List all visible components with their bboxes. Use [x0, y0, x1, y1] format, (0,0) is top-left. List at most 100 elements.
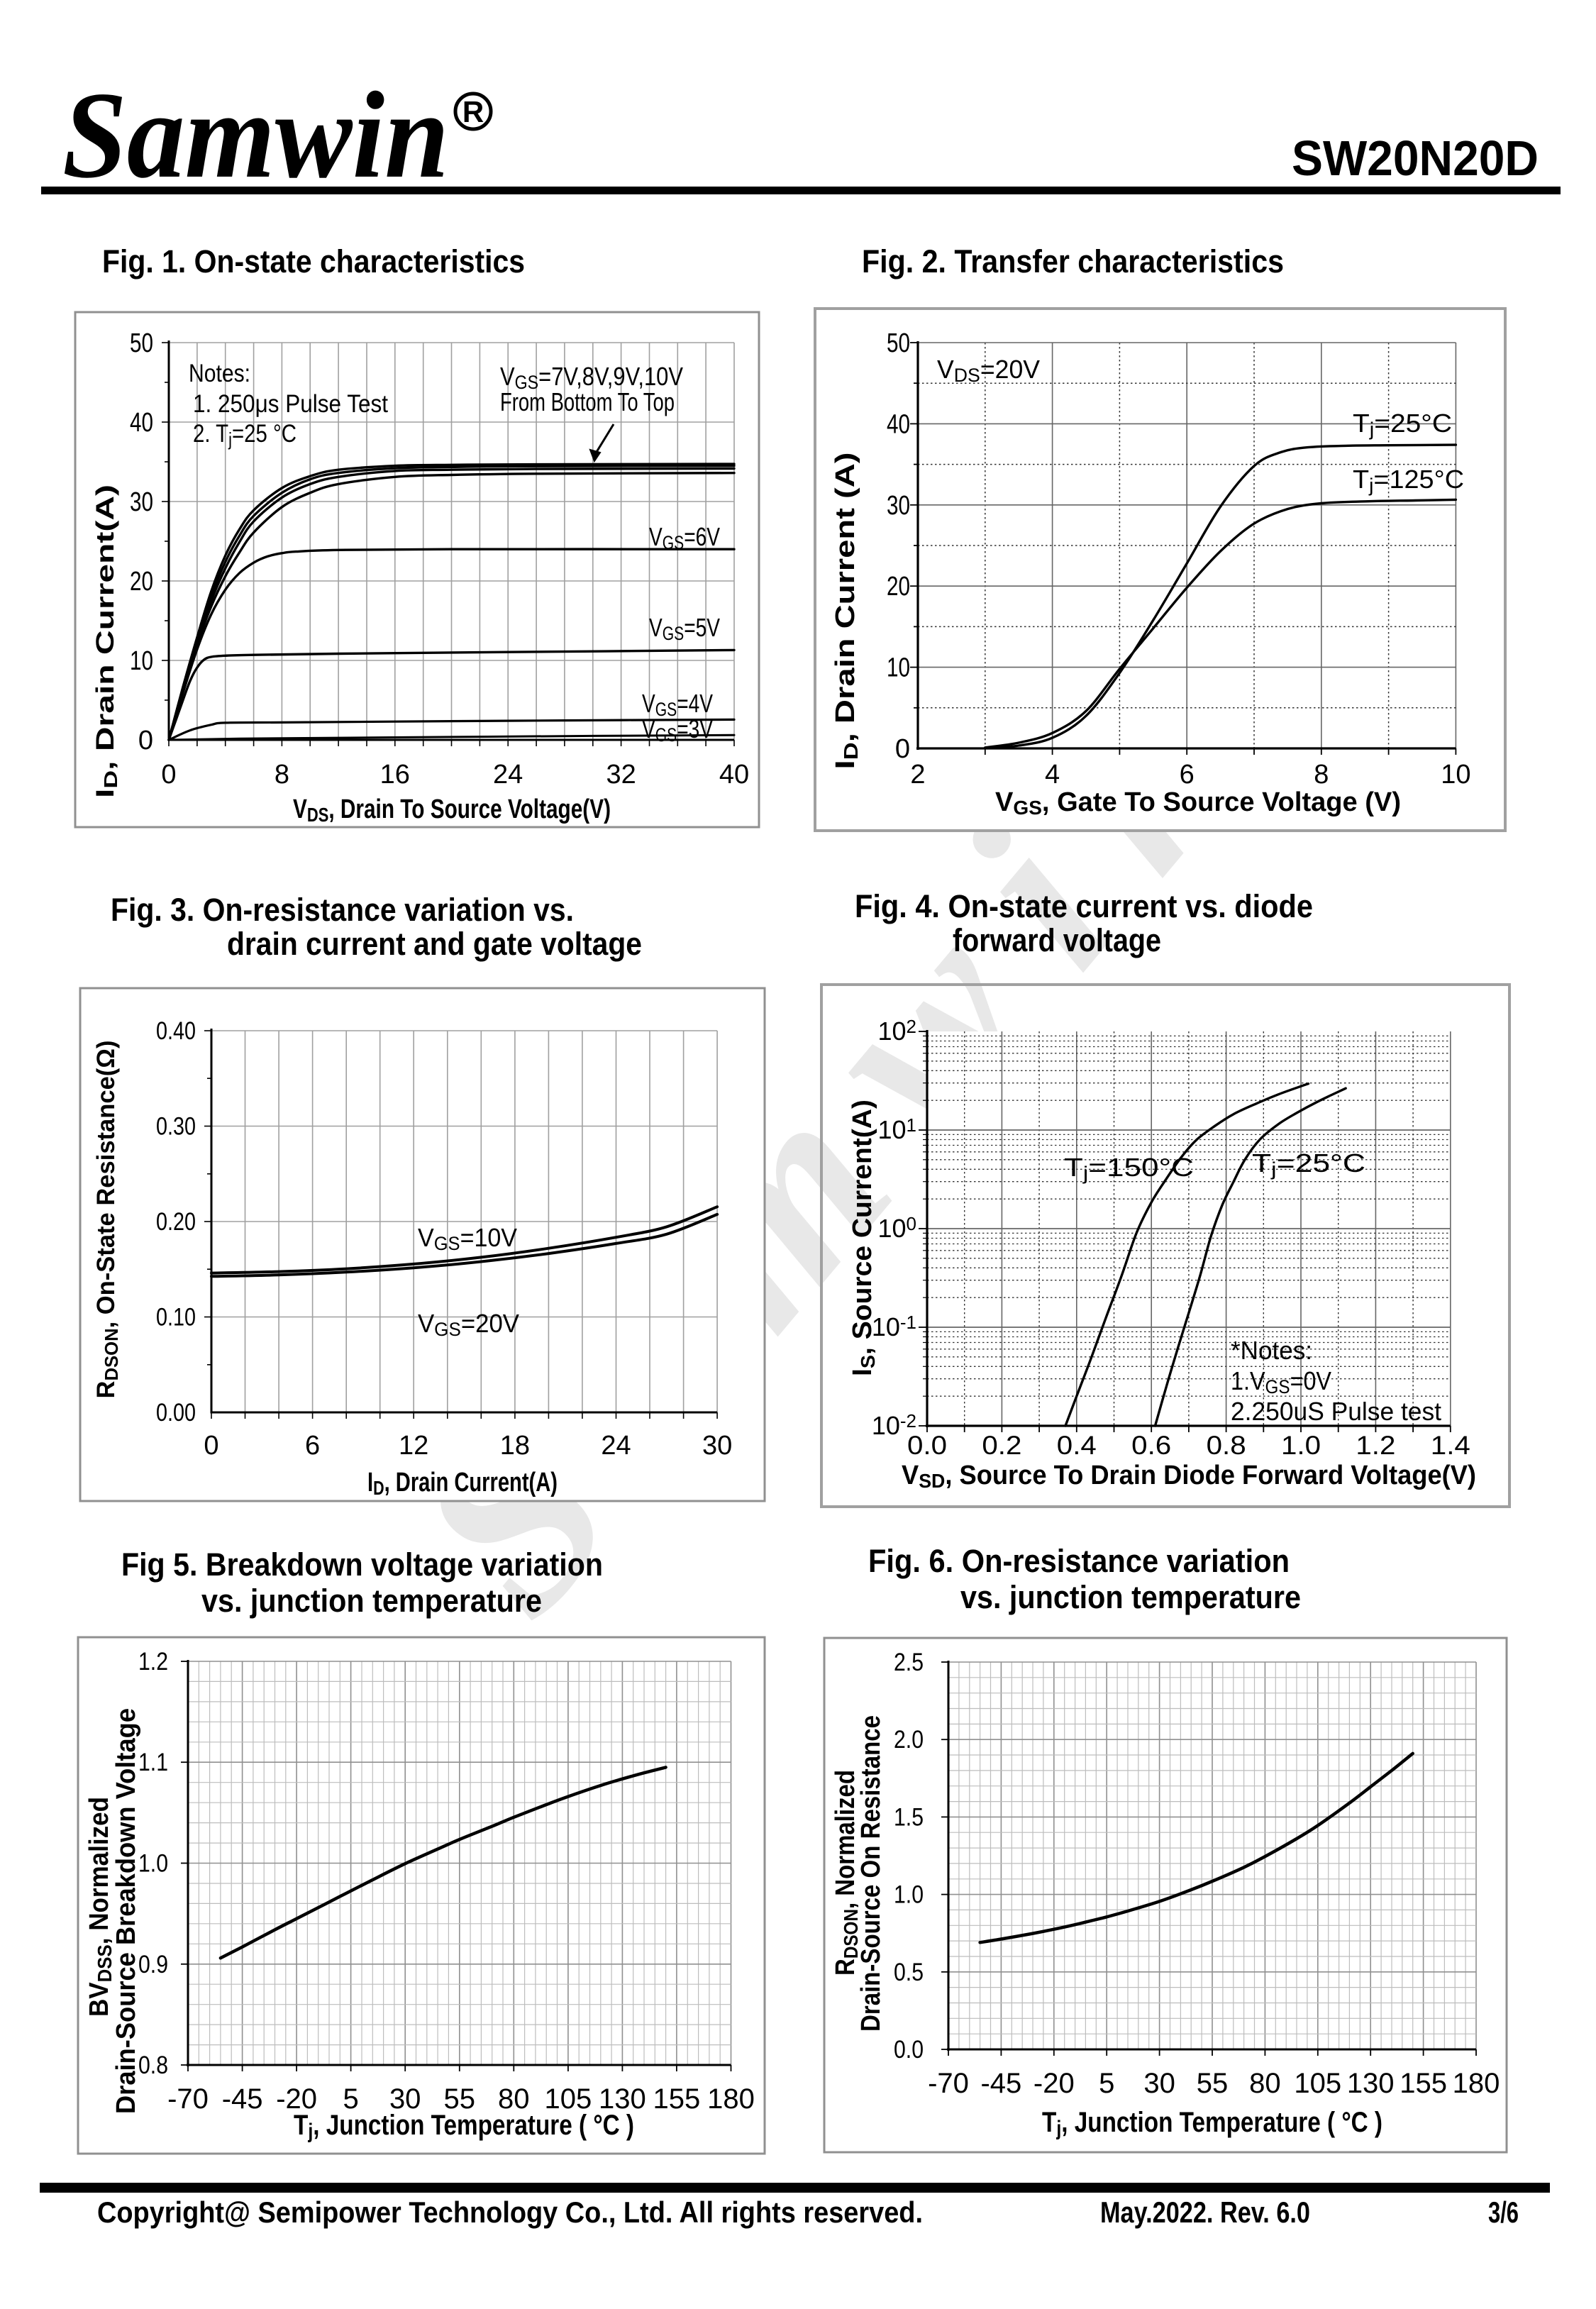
svg-text:0.9: 0.9: [138, 1951, 168, 1978]
svg-text:0.2: 0.2: [982, 1431, 1021, 1460]
svg-text:8: 8: [275, 760, 289, 790]
svg-text:1.2: 1.2: [138, 1648, 168, 1676]
svg-text:-70: -70: [167, 2083, 209, 2115]
svg-text:vs. junction temperature: vs. junction temperature: [960, 1579, 1301, 1615]
svg-text:VGS=20V: VGS=20V: [418, 1309, 519, 1340]
svg-text:16: 16: [380, 760, 410, 790]
svg-text:-20: -20: [1033, 2068, 1075, 2099]
svg-text:105: 105: [1294, 2068, 1341, 2099]
svg-text:-45: -45: [980, 2068, 1021, 2099]
svg-text:2.250uS Pulse test: 2.250uS Pulse test: [1231, 1397, 1441, 1426]
svg-text:32: 32: [606, 760, 636, 790]
svg-text:2. Tj=25 °C: 2. Tj=25 °C: [193, 420, 297, 450]
svg-text:24: 24: [493, 760, 523, 790]
svg-text:1.0: 1.0: [894, 1881, 924, 1909]
svg-text:5: 5: [1099, 2068, 1114, 2099]
svg-text:40: 40: [887, 409, 910, 439]
svg-text:-20: -20: [276, 2083, 317, 2115]
svg-text:50: 50: [887, 328, 910, 358]
svg-text:0.00: 0.00: [156, 1399, 196, 1427]
svg-text:Copyright@ Semipower Technolog: Copyright@ Semipower Technology Co., Ltd…: [97, 2196, 923, 2229]
svg-text:10: 10: [1441, 760, 1470, 790]
svg-text:1. 250μs Pulse Test: 1. 250μs Pulse Test: [193, 390, 388, 418]
svg-text:From Bottom To Top: From Bottom To Top: [500, 387, 675, 416]
svg-text:40: 40: [130, 408, 153, 438]
svg-text:30: 30: [130, 487, 153, 517]
svg-text:VDS, Drain To Source Voltage(V: VDS, Drain To Source Voltage(V): [293, 794, 611, 826]
svg-text:55: 55: [1197, 2068, 1229, 2099]
svg-text:Samwin: Samwin: [62, 66, 449, 204]
svg-text:Tj, Junction Temperature ( °C: Tj, Junction Temperature ( °C ): [294, 2110, 634, 2143]
svg-text:30: 30: [887, 491, 910, 521]
svg-text:30: 30: [389, 2083, 421, 2115]
svg-text:0: 0: [161, 760, 176, 790]
svg-text:ID, Drain Current(A): ID, Drain Current(A): [367, 1468, 558, 1499]
svg-text:Fig. 6. On-resistance variatio: Fig. 6. On-resistance variation: [868, 1543, 1290, 1579]
svg-text:*Notes:: *Notes:: [1231, 1336, 1312, 1365]
svg-text:4: 4: [1045, 760, 1060, 790]
svg-text:0.8: 0.8: [138, 2051, 168, 2079]
svg-text:drain current and gate voltage: drain current and gate voltage: [227, 926, 642, 962]
svg-text:3/6: 3/6: [1488, 2196, 1519, 2229]
svg-text:55: 55: [444, 2083, 476, 2115]
svg-text:20: 20: [130, 567, 153, 597]
svg-text:6: 6: [305, 1431, 320, 1461]
svg-text:Fig. 3. On-resistance variatio: Fig. 3. On-resistance variation vs.: [111, 892, 574, 928]
svg-text:0.30: 0.30: [156, 1113, 196, 1141]
svg-text:40: 40: [719, 760, 749, 790]
svg-text:5: 5: [343, 2083, 358, 2115]
svg-text:0.0: 0.0: [907, 1431, 947, 1460]
svg-text:ID, Drain Current (A): ID, Drain Current (A): [831, 453, 862, 770]
svg-text:6: 6: [1180, 760, 1195, 790]
svg-text:-70: -70: [928, 2068, 969, 2099]
svg-text:May.2022. Rev. 6.0: May.2022. Rev. 6.0: [1100, 2196, 1310, 2229]
svg-text:180: 180: [707, 2083, 755, 2115]
svg-text:VGS, Gate To Source Voltage (: VGS, Gate To Source Voltage (V): [995, 787, 1401, 819]
svg-text:12: 12: [399, 1431, 428, 1461]
svg-text:1.5: 1.5: [894, 1803, 924, 1831]
svg-text:Fig. 4. On-state current vs. d: Fig. 4. On-state current vs. diode: [855, 888, 1313, 924]
svg-text:0.20: 0.20: [156, 1208, 196, 1236]
svg-text:Fig. 1. On-state characteristi: Fig. 1. On-state characteristics: [102, 243, 525, 279]
svg-text:VGS=10V: VGS=10V: [418, 1223, 517, 1254]
svg-text:130: 130: [599, 2083, 646, 2115]
svg-text:Tj=25°C: Tj=25°C: [1353, 409, 1452, 440]
svg-text:VDS=20V: VDS=20V: [937, 355, 1040, 386]
svg-text:155: 155: [1400, 2068, 1447, 2099]
svg-text:SW20N20D: SW20N20D: [1292, 131, 1539, 186]
svg-text:ID, Drain Current(A): ID, Drain Current(A): [92, 484, 121, 798]
svg-text:VSD, Source To Drain Diode For: VSD, Source To Drain Diode Forward Volta…: [902, 1461, 1476, 1492]
svg-text:0.6: 0.6: [1131, 1431, 1171, 1460]
svg-text:0.40: 0.40: [156, 1017, 196, 1045]
svg-text:vs. junction temperature: vs. junction temperature: [201, 1583, 542, 1619]
svg-text:10: 10: [130, 646, 153, 676]
svg-text:Drain-Source Breakdown Voltage: Drain-Source Breakdown Voltage: [111, 1708, 141, 2114]
svg-text:Drain-Source On Resistance: Drain-Source On Resistance: [856, 1715, 886, 2032]
svg-text:180: 180: [1453, 2068, 1500, 2099]
svg-text:Fig 5. Breakdown voltage varia: Fig 5. Breakdown voltage variation: [121, 1546, 603, 1583]
svg-text:30: 30: [702, 1431, 732, 1461]
svg-text:130: 130: [1347, 2068, 1395, 2099]
svg-text:0: 0: [204, 1431, 218, 1461]
svg-text:1.0: 1.0: [1281, 1431, 1321, 1460]
svg-text:1.4: 1.4: [1431, 1431, 1470, 1460]
svg-text:0.0: 0.0: [894, 2036, 924, 2064]
svg-text:0: 0: [895, 734, 910, 764]
svg-text:2.0: 2.0: [894, 1726, 924, 1754]
svg-text:0.8: 0.8: [1207, 1431, 1246, 1460]
svg-text:Fig. 2. Transfer characteristi: Fig. 2. Transfer characteristics: [862, 243, 1284, 279]
svg-text:18: 18: [500, 1431, 530, 1461]
svg-text:-45: -45: [222, 2083, 263, 2115]
svg-text:VGS=4V: VGS=4V: [642, 689, 713, 720]
svg-text:Notes:: Notes:: [189, 360, 250, 387]
svg-text:Tj, Junction Temperature ( °C: Tj, Junction Temperature ( °C ): [1042, 2107, 1382, 2140]
svg-text:2.5: 2.5: [894, 1649, 924, 1676]
svg-text:155: 155: [653, 2083, 701, 2115]
svg-text:0.10: 0.10: [156, 1304, 196, 1331]
svg-text:105: 105: [545, 2083, 592, 2115]
svg-text:2: 2: [910, 760, 925, 790]
svg-text:20: 20: [887, 572, 910, 602]
svg-text:50: 50: [130, 328, 153, 358]
svg-text:Tj=25°C: Tj=25°C: [1252, 1148, 1365, 1180]
svg-text:80: 80: [1249, 2068, 1281, 2099]
